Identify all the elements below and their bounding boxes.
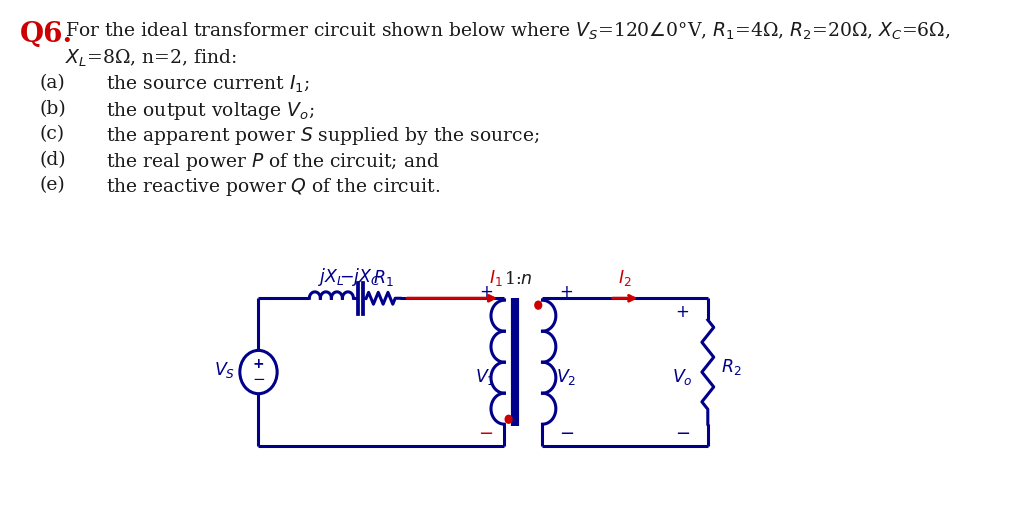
Text: (c): (c) bbox=[40, 125, 65, 143]
Text: −: − bbox=[559, 425, 573, 443]
Text: the reactive power $Q$ of the circuit.: the reactive power $Q$ of the circuit. bbox=[105, 176, 440, 199]
Text: $I_1$: $I_1$ bbox=[489, 268, 503, 289]
Text: (b): (b) bbox=[40, 100, 67, 118]
Text: the apparent power $S$ supplied by the source;: the apparent power $S$ supplied by the s… bbox=[105, 125, 540, 147]
Circle shape bbox=[535, 301, 542, 309]
Text: −: − bbox=[675, 425, 690, 443]
Text: (e): (e) bbox=[40, 176, 66, 194]
Text: $I_2$: $I_2$ bbox=[618, 268, 632, 289]
Text: (a): (a) bbox=[40, 74, 66, 92]
Text: the output voltage $\mathit{V}_o$;: the output voltage $\mathit{V}_o$; bbox=[105, 100, 314, 122]
Text: +: + bbox=[253, 357, 264, 371]
Text: +: + bbox=[676, 303, 689, 321]
Text: For the ideal transformer circuit shown below where $V_S$=120$\angle$0°V, $R_1$=: For the ideal transformer circuit shown … bbox=[66, 21, 950, 42]
Text: $X_L$=8Ω, n=2, find:: $X_L$=8Ω, n=2, find: bbox=[66, 47, 237, 69]
Text: $R_1$: $R_1$ bbox=[373, 268, 393, 289]
Text: $R_2$: $R_2$ bbox=[721, 357, 741, 377]
Text: +: + bbox=[559, 284, 573, 301]
Text: $jX_L$: $jX_L$ bbox=[318, 266, 345, 289]
Text: −: − bbox=[478, 425, 494, 443]
Text: 1:$n$: 1:$n$ bbox=[504, 271, 532, 289]
Text: Q6.: Q6. bbox=[19, 21, 73, 48]
Circle shape bbox=[505, 415, 512, 423]
Text: the real power $P$ of the circuit; and: the real power $P$ of the circuit; and bbox=[105, 151, 439, 173]
Text: −: − bbox=[252, 373, 265, 387]
Text: the source current $\mathit{I}_1$;: the source current $\mathit{I}_1$; bbox=[105, 74, 310, 95]
Text: +: + bbox=[479, 284, 493, 301]
Text: $V_S$: $V_S$ bbox=[214, 360, 234, 380]
Text: $V_2$: $V_2$ bbox=[556, 367, 577, 387]
Text: $V_1$: $V_1$ bbox=[475, 367, 496, 387]
Text: (d): (d) bbox=[40, 151, 67, 168]
Text: $V_o$: $V_o$ bbox=[672, 367, 693, 387]
Text: $-jX_C$: $-jX_C$ bbox=[339, 266, 381, 289]
